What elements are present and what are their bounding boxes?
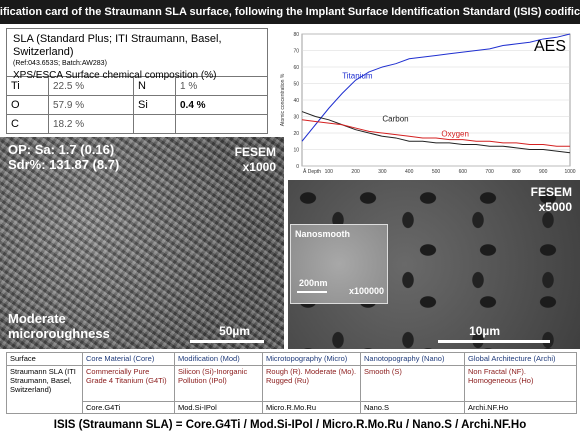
sdr-value: Sdr%: 131.87 (8.7)	[8, 157, 120, 172]
element-cell: Si	[134, 96, 176, 115]
isis-code-row: Core.G4Ti Mod.Si-IPol Micro.R.Mo.Ru Nano…	[7, 400, 577, 415]
x-tick-label: 500	[432, 169, 441, 175]
microscopy-label: FESEM x5000	[531, 185, 572, 215]
y-tick-label: 0	[296, 164, 299, 170]
roughness-line2: microroughness	[8, 326, 110, 341]
sem-image-x1000: OP: Sa: 1.7 (0.16) Sdr%: 131.87 (8.7) FE…	[0, 137, 284, 349]
element-cell: N	[134, 77, 176, 96]
header-cell: Nanotopography (Nano)	[360, 351, 465, 367]
scale-bar-label: 50µm	[219, 324, 250, 338]
element-cell	[134, 115, 176, 134]
composition-subtitle: XPS/ESCA Surface chemical composition (%…	[13, 70, 217, 81]
nano-inset-image: Nanosmooth 200nm x100000	[290, 224, 388, 304]
x-tick-label: 800	[512, 169, 521, 175]
series-label-carbon: Carbon	[382, 114, 408, 123]
series-label-oxygen: Oxygen	[441, 129, 469, 138]
page-title: Identification card of the Straumann SLA…	[0, 0, 580, 24]
series-line-carbon	[301, 111, 571, 154]
value-cell: 1 %	[176, 77, 267, 96]
composition-ref: (Ref:043.653S; Batch:AW283)	[13, 60, 107, 67]
aes-chart-title: AES	[533, 38, 566, 55]
code-cell: Nano.S	[360, 400, 465, 415]
code-cell: Micro.R.Mo.Ru	[262, 400, 361, 415]
description-cell: Rough (R). Moderate (Mo). Rugged (Ru)	[262, 365, 361, 402]
isis-table: Surface Core Material (Core) Modificatio…	[6, 351, 577, 415]
header-cell: Modification (Mod)	[174, 351, 263, 367]
nano-magnification: x100000	[348, 286, 384, 296]
scale-bar-label: 10µm	[469, 324, 500, 338]
x-tick-label: 400	[405, 169, 414, 175]
aes-chart-svg: 0 10 20 30 40 50 60 70 80 Å Depth 100 200 300 400 500 6…	[280, 32, 576, 175]
composition-title: SLA (Standard Plus; ITI Straumann, Basel…	[13, 33, 222, 58]
scale-bar	[190, 340, 264, 343]
value-cell: 57.9 %	[49, 96, 134, 115]
y-tick-label: 20	[293, 131, 299, 137]
x-tick-label: 200	[351, 169, 360, 175]
header-cell: Core Material (Core)	[82, 351, 175, 367]
description-cell: Non Fractal (NF). Homogeneous (Ho)	[464, 365, 577, 402]
sa-value: OP: Sa: 1.7 (0.16)	[8, 142, 115, 157]
value-cell: 18.2 %	[49, 115, 134, 134]
y-tick-label: 40	[293, 98, 299, 104]
description-cell: Commercially Pure Grade 4 Titanium (G4Ti…	[82, 365, 175, 402]
roughness-label: Moderate microroughness	[8, 311, 110, 341]
code-cell: Mod.Si-IPol	[174, 400, 263, 415]
magnification: x5000	[538, 200, 572, 214]
composition-table: SLA (Standard Plus; ITI Straumann, Basel…	[6, 28, 268, 134]
composition-grid: Ti 22.5 % N 1 % O 57.9 % Si 0.4 % C 18.2…	[7, 77, 267, 134]
y-tick-label: 70	[293, 49, 299, 55]
series-line-titanium	[301, 33, 571, 142]
y-tick-label: 10	[293, 148, 299, 154]
element-cell: Ti	[7, 77, 49, 96]
nano-scale-label: 200nm	[299, 278, 328, 288]
element-cell: O	[7, 96, 49, 115]
microscopy-mode: FESEM	[234, 145, 276, 159]
x-tick-label: 1000	[564, 169, 575, 175]
series-label-titanium: Titanium	[342, 72, 373, 81]
series-line-oxygen	[301, 119, 570, 147]
x-tick-label: 100	[325, 169, 334, 175]
element-cell: C	[7, 115, 49, 134]
microscopy-mode: FESEM	[530, 185, 572, 199]
code-cell: Core.G4Ti	[82, 400, 175, 415]
y-tick-label: 80	[293, 32, 299, 38]
header-cell: Microtopography (Micro)	[262, 351, 361, 367]
magnification: x1000	[242, 160, 276, 174]
value-cell	[176, 115, 267, 134]
x-tick-label: 600	[459, 169, 468, 175]
isis-description-row: Straumann SLA (ITI Straumann, Basel, Swi…	[6, 365, 577, 414]
description-cell: Silicon (Si)-Inorganic Pollution (IPol)	[174, 365, 263, 402]
optical-profilometry-readout: OP: Sa: 1.7 (0.16) Sdr%: 131.87 (8.7)	[8, 142, 119, 172]
value-cell: 22.5 %	[49, 77, 134, 96]
composition-header: SLA (Standard Plus; ITI Straumann, Basel…	[7, 29, 267, 81]
roughness-line1: Moderate	[8, 311, 66, 326]
header-cell: Surface	[6, 351, 83, 367]
aes-chart: 0 10 20 30 40 50 60 70 80 Å Depth 100 200 300 400 500 6…	[276, 26, 576, 176]
code-cell: Archi.NF.Ho	[464, 400, 577, 415]
surface-name-cell: Straumann SLA (ITI Straumann, Basel, Swi…	[6, 365, 83, 414]
header-cell: Global Architecture (Archi)	[464, 351, 577, 367]
description-cell: Smooth (S)	[360, 365, 465, 402]
microscopy-label: FESEM x1000	[235, 145, 276, 175]
y-tick-label: 50	[293, 82, 299, 88]
isis-summary-code: ISIS (Straumann SLA) = Core.G4Ti / Mod.S…	[53, 419, 527, 431]
nano-scale-bar	[297, 291, 327, 293]
value-cell: 0.4 %	[176, 96, 267, 115]
y-tick-label: 30	[293, 115, 299, 121]
isis-header-row: Surface Core Material (Core) Modificatio…	[6, 351, 577, 367]
scale-bar	[438, 340, 550, 343]
x-tick-label: Å Depth	[303, 168, 321, 175]
x-tick-label: 900	[539, 169, 548, 175]
x-tick-label: 700	[485, 169, 494, 175]
y-tick-label: 60	[293, 65, 299, 71]
x-tick-label: 300	[378, 169, 387, 175]
nano-label: Nanosmooth	[295, 229, 350, 239]
y-axis-label: Atomic concentration %	[280, 73, 286, 126]
